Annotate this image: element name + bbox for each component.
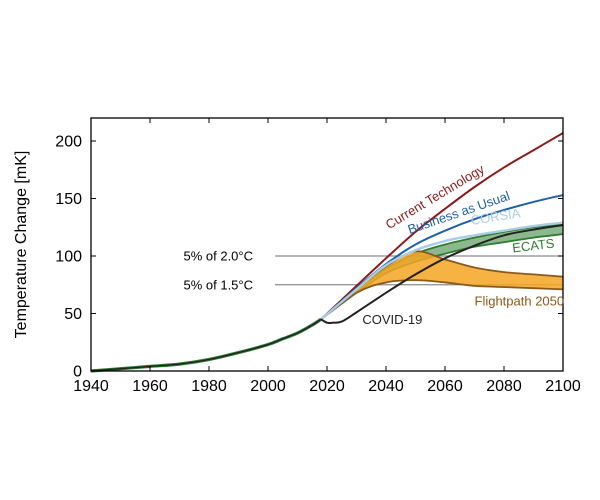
- y-tick-label-100: 100: [55, 249, 82, 266]
- y-axis-label: Temperature Change [mK]: [13, 151, 30, 339]
- reference-label-5-of-2-0-c: 5% of 2.0°C: [183, 249, 253, 264]
- x-tick-label-2100: 2100: [545, 378, 581, 395]
- annotation-covid-19: COVID-19: [362, 312, 422, 327]
- x-tick-label-2080: 2080: [486, 378, 522, 395]
- y-tick-label-0: 0: [73, 364, 82, 381]
- y-tick-label-150: 150: [55, 191, 82, 208]
- x-tick-label-2020: 2020: [309, 378, 345, 395]
- x-tick-label-1960: 1960: [132, 378, 168, 395]
- x-tick-label-1940: 1940: [73, 378, 109, 395]
- current-technology-line: [320, 132, 564, 320]
- flightpath-2050-lower-line: [320, 279, 564, 320]
- ecats-band: [321, 223, 563, 320]
- annotation-ecats: ECATS: [511, 235, 555, 255]
- x-tick-label-2060: 2060: [427, 378, 463, 395]
- x-tick-label-2000: 2000: [250, 378, 286, 395]
- corsia-line: [320, 221, 564, 321]
- reference-label-5-of-1-5-c: 5% of 1.5°C: [183, 277, 253, 292]
- historical-line: [90, 318, 322, 372]
- flightpath-2050-band: [321, 251, 563, 320]
- covid-19-line: [320, 223, 564, 325]
- annotation-flightpath-2050: Flightpath 2050: [475, 293, 565, 308]
- x-tick-label-2040: 2040: [368, 378, 404, 395]
- y-tick-label-200: 200: [55, 134, 82, 151]
- y-tick-label-50: 50: [64, 306, 82, 323]
- x-tick-label-1980: 1980: [191, 378, 227, 395]
